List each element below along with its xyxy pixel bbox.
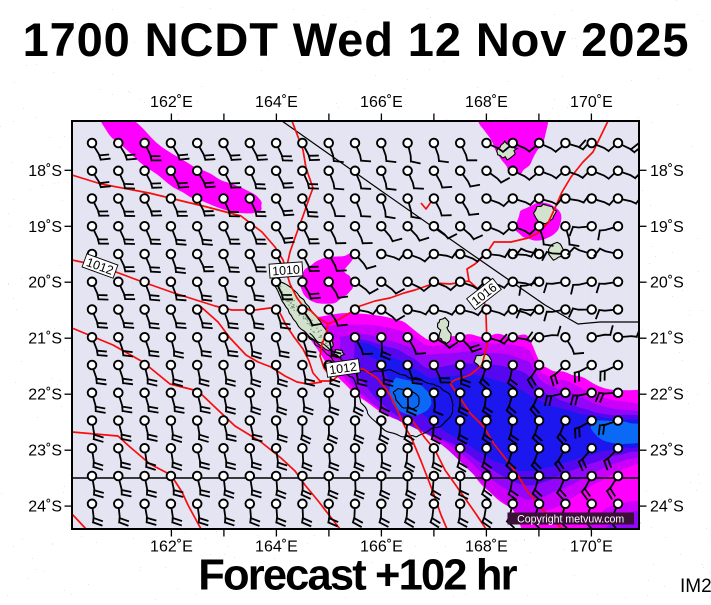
svg-text:23˚S: 23˚S bbox=[28, 443, 62, 460]
svg-text:164˚E: 164˚E bbox=[255, 94, 298, 111]
svg-text:23˚S: 23˚S bbox=[650, 443, 684, 460]
svg-text:IM2: IM2 bbox=[680, 576, 711, 597]
svg-text:21˚S: 21˚S bbox=[650, 331, 684, 348]
svg-text:166˚E: 166˚E bbox=[360, 94, 403, 111]
svg-text:1012: 1012 bbox=[328, 360, 358, 378]
svg-text:170˚E: 170˚E bbox=[570, 539, 613, 556]
svg-text:20˚S: 20˚S bbox=[28, 275, 62, 292]
svg-text:22˚S: 22˚S bbox=[650, 387, 684, 404]
svg-text:21˚S: 21˚S bbox=[28, 331, 62, 348]
svg-text:162˚E: 162˚E bbox=[150, 539, 193, 556]
svg-text:18˚S: 18˚S bbox=[28, 163, 62, 180]
svg-text:22˚S: 22˚S bbox=[28, 387, 62, 404]
svg-text:Forecast +102 hr: Forecast +102 hr bbox=[198, 552, 517, 600]
svg-text:Copyright metvuw.com: Copyright metvuw.com bbox=[517, 514, 624, 526]
svg-text:19˚S: 19˚S bbox=[28, 219, 62, 236]
svg-text:18˚S: 18˚S bbox=[650, 163, 684, 180]
svg-text:24˚S: 24˚S bbox=[28, 499, 62, 516]
svg-text:20˚S: 20˚S bbox=[650, 275, 684, 292]
svg-text:164˚E: 164˚E bbox=[255, 539, 298, 556]
svg-text:168˚E: 168˚E bbox=[465, 94, 508, 111]
svg-text:1010: 1010 bbox=[272, 263, 301, 279]
svg-text:162˚E: 162˚E bbox=[150, 94, 193, 111]
svg-text:166˚E: 166˚E bbox=[360, 539, 403, 556]
svg-text:19˚S: 19˚S bbox=[650, 219, 684, 236]
svg-text:1700 NCDT Wed 12 Nov 2025: 1700 NCDT Wed 12 Nov 2025 bbox=[23, 13, 690, 66]
svg-text:24˚S: 24˚S bbox=[650, 499, 684, 516]
svg-text:168˚E: 168˚E bbox=[465, 539, 508, 556]
svg-text:170˚E: 170˚E bbox=[570, 94, 613, 111]
